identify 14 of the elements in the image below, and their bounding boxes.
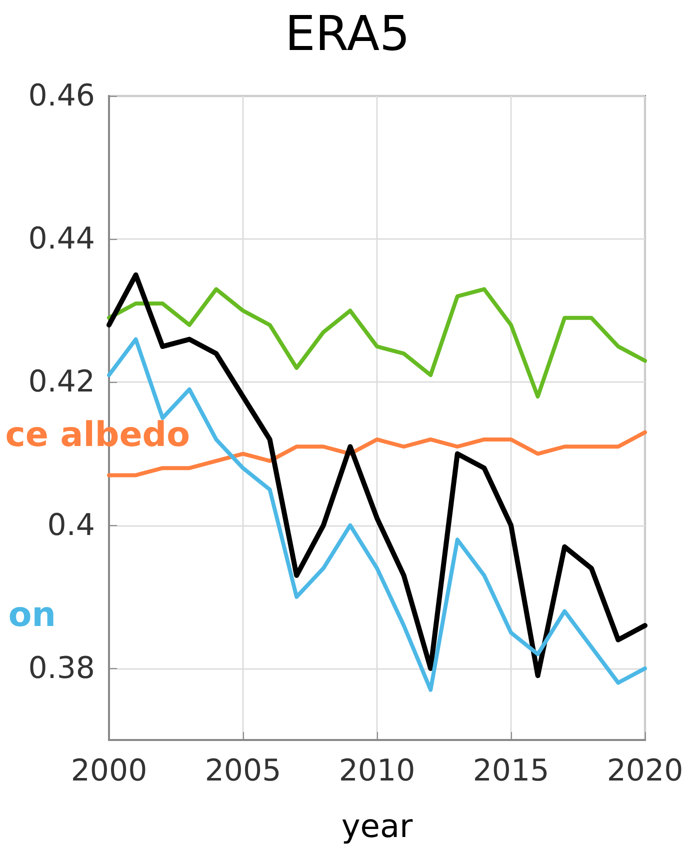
x-tick-label: 2000 <box>70 754 148 788</box>
line-series <box>107 287 647 399</box>
y-tick-label: 0.44 <box>28 222 95 257</box>
x-axis-title: year <box>341 807 414 845</box>
x-tick-label: 2020 <box>606 754 684 788</box>
y-tick-label: 0.38 <box>28 650 95 686</box>
x-tick-label: 2015 <box>472 754 550 788</box>
text: on <box>8 595 56 635</box>
x-tick-label: 2010 <box>338 754 416 788</box>
y-tick-label: 0.4 <box>47 508 95 543</box>
y-tick-label: 0.42 <box>28 364 95 400</box>
chart-title: ERA5 <box>284 6 410 62</box>
x-tick-label: 2005 <box>204 754 282 788</box>
y-tick-label: 0.46 <box>28 78 95 114</box>
